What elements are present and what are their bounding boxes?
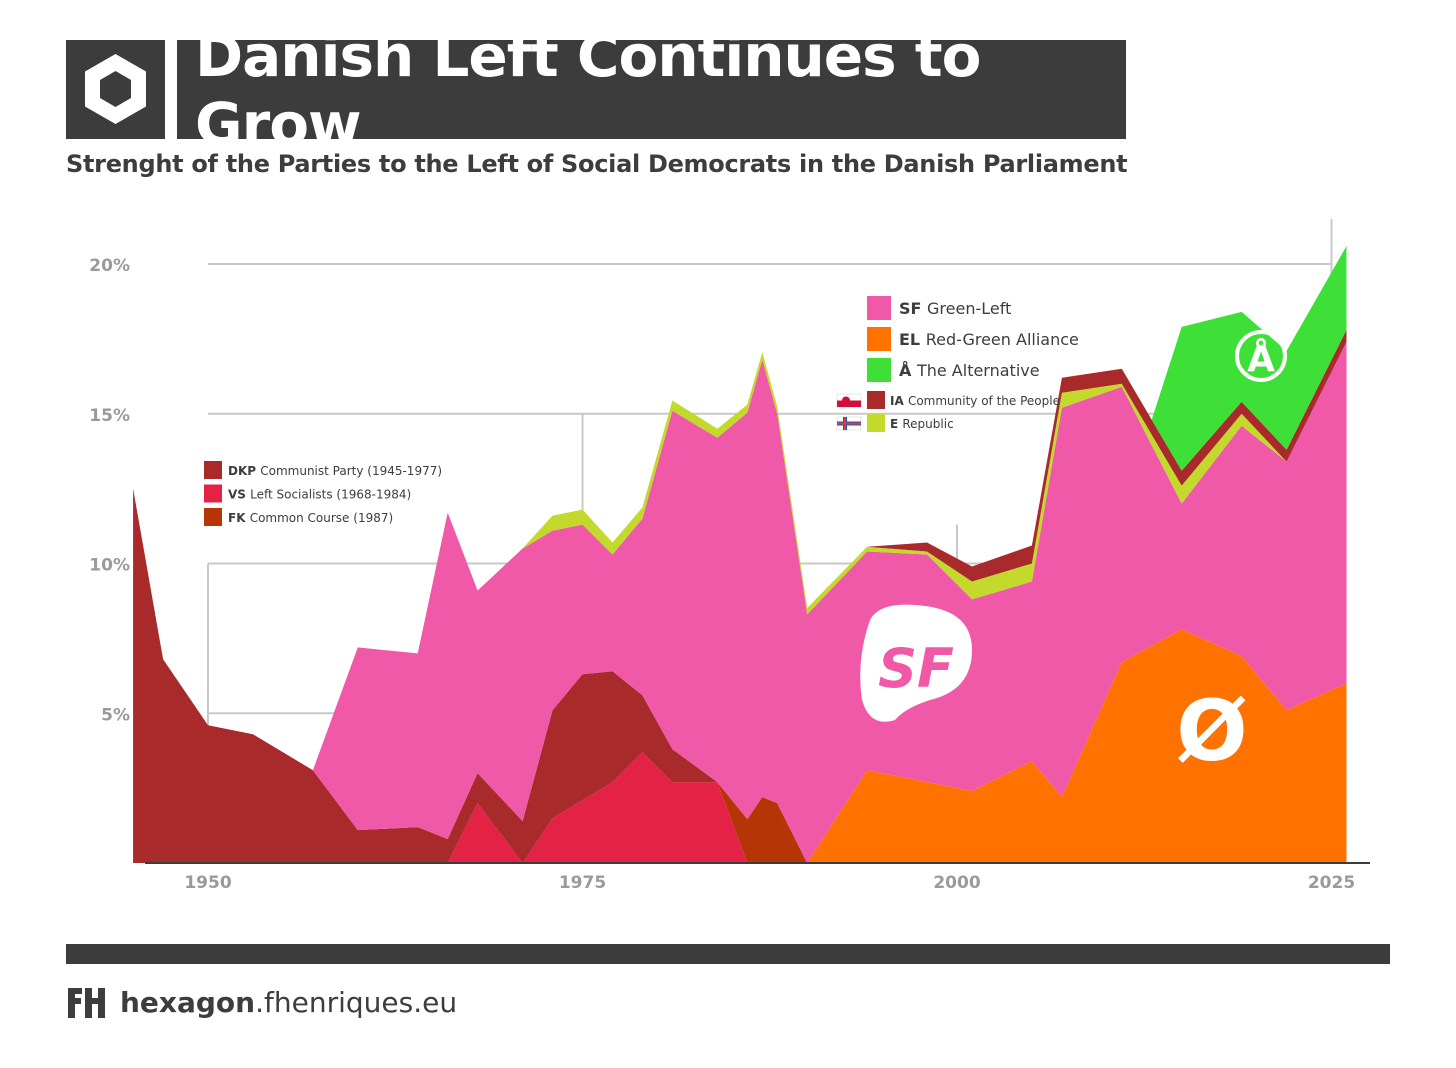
area-dkp <box>133 488 1347 863</box>
alternative-logo-text: Å <box>1247 338 1275 380</box>
y-tick-label: 15% <box>89 406 130 426</box>
legend-item: E Republic <box>836 414 954 432</box>
legend-text: Communist Party (1945-1977) <box>260 464 442 478</box>
legend-abbr: Å <box>899 361 917 380</box>
legend-label: E Republic <box>890 417 954 431</box>
legend-text: Republic <box>902 417 953 431</box>
legend-item: FK Common Course (1987) <box>204 508 393 526</box>
sf-logo-badge <box>860 604 972 722</box>
greenland-flag-band <box>837 400 861 407</box>
legend-text: Left Socialists (1968-1984) <box>250 488 411 502</box>
footer-domain: .fhenriques.eu <box>255 985 458 1019</box>
legend-text: The Alternative <box>916 361 1040 380</box>
legend-left: DKP Communist Party (1945-1977) VS Left S… <box>204 461 442 526</box>
footer: hexagon.fhenriques.eu <box>66 982 457 1022</box>
greenland-flag-disc <box>842 396 850 405</box>
y-tick-label: 20% <box>89 256 130 276</box>
alternative-logo-ring <box>1235 330 1287 382</box>
legend-abbr: EL <box>899 330 926 349</box>
legend-label: SF Green-Left <box>899 299 1011 318</box>
footer-brand: hexagon <box>120 985 256 1019</box>
area-el <box>133 629 1347 863</box>
legend-swatch <box>204 484 222 503</box>
legend-swatch <box>204 508 222 526</box>
x-tick-label: 2025 <box>1308 873 1355 893</box>
fh-monogram-icon <box>68 988 105 1018</box>
legend-swatch <box>867 296 891 320</box>
x-tick-label: 2000 <box>933 873 980 893</box>
legend-abbr: DKP <box>228 464 260 478</box>
legend-label: DKP Communist Party (1945-1977) <box>228 464 442 478</box>
page-title: Danish Left Continues to Grow <box>195 21 981 158</box>
legend-label: EL Red-Green Alliance <box>899 330 1079 349</box>
legend-text: Common Course (1987) <box>250 511 393 525</box>
faroe-flag-v-red <box>844 417 846 430</box>
legend-item: SF Green-Left <box>867 296 1011 320</box>
hexagon-icon <box>85 54 146 124</box>
legend-abbr: SF <box>899 299 927 318</box>
x-tick-label: 1950 <box>184 873 231 893</box>
stacked-area-chart: 5% 10% 15% 20% 1950 1975 2000 2025 SF Ø Å SF Green-… <box>89 219 1370 893</box>
legend-abbr: E <box>890 417 902 431</box>
hexagon-logo-box <box>66 40 165 139</box>
legend-item: EL Red-Green Alliance <box>867 327 1079 351</box>
legend-label: IA Community of the People <box>890 394 1060 408</box>
legend-item: IA Community of the People <box>836 391 1060 409</box>
legend-swatch <box>867 358 891 382</box>
y-tick-label: 10% <box>89 556 130 576</box>
legend-swatch <box>867 327 891 351</box>
faroe-flag-h-red <box>837 422 861 425</box>
legend-abbr: VS <box>228 488 250 502</box>
title-banner: Danish Left Continues to Grow <box>177 22 1126 158</box>
legend-item: Å The Alternative <box>867 358 1040 382</box>
party-logos: SF Ø Å <box>860 330 1287 780</box>
legend-item: DKP Communist Party (1945-1977) <box>204 461 442 479</box>
legend-item: VS Left Socialists (1968-1984) <box>204 484 411 503</box>
el-logo-text: Ø <box>1176 682 1247 780</box>
footer-bar <box>66 944 1390 964</box>
page-subtitle: Strenght of the Parties to the Left of S… <box>66 150 1128 178</box>
x-tick-label: 1975 <box>559 873 606 893</box>
legend-swatch <box>204 461 222 479</box>
footer-url: hexagon.fhenriques.eu <box>120 986 457 1019</box>
area-sf <box>133 341 1347 863</box>
legend-swatch <box>867 414 885 432</box>
legend-label: FK Common Course (1987) <box>228 511 393 525</box>
legend-text: Green-Left <box>927 299 1011 318</box>
legend-abbr: IA <box>890 394 908 408</box>
sf-logo-text: SF <box>878 637 954 700</box>
legend-text: Red-Green Alliance <box>926 330 1079 349</box>
areas <box>133 246 1347 863</box>
legend-abbr: FK <box>228 511 250 525</box>
y-tick-label: 5% <box>101 705 130 725</box>
legend-label: VS Left Socialists (1968-1984) <box>228 488 411 502</box>
legend-text: Community of the People <box>908 394 1060 408</box>
legend-swatch <box>867 391 885 409</box>
legend-label: Å The Alternative <box>899 361 1040 380</box>
